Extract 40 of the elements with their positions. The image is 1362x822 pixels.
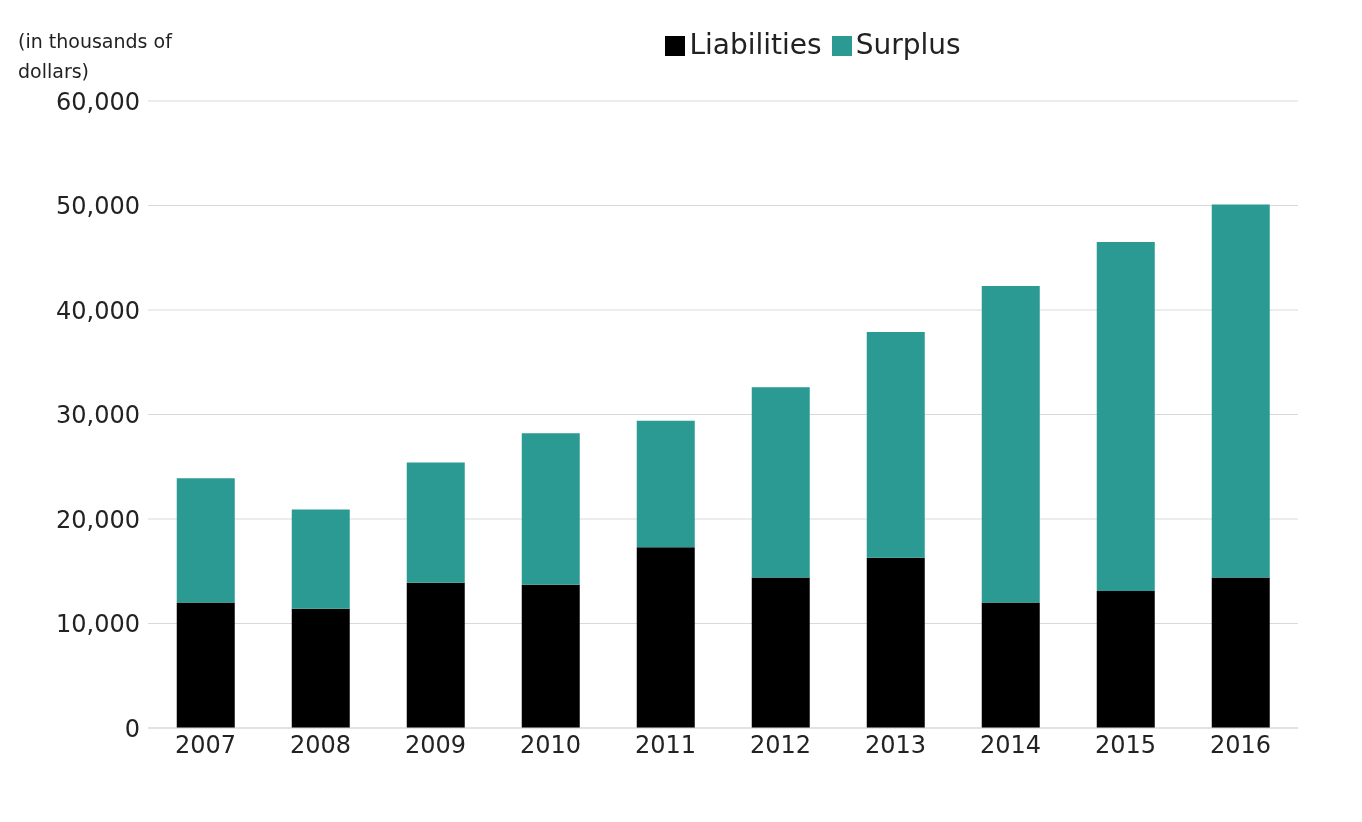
bar	[1211, 577, 1270, 728]
x-tick-label: 2012	[749, 731, 812, 760]
x-tick-label: 2011	[634, 731, 697, 760]
legend-label: Liabilities	[689, 28, 822, 61]
legend-label: Surplus	[855, 28, 961, 61]
bar	[176, 478, 235, 603]
bar	[406, 462, 465, 583]
bar	[1096, 591, 1155, 728]
y-tick-label: 20,000	[56, 505, 140, 534]
bar	[981, 285, 1040, 603]
bar	[751, 387, 810, 578]
x-tick-label: 2015	[1094, 731, 1157, 760]
bar	[406, 582, 465, 728]
y-tick-label: 0	[124, 714, 140, 743]
bar	[291, 509, 350, 609]
bar	[1211, 204, 1270, 578]
x-tick-label: 2007	[174, 731, 237, 760]
x-tick-label: 2009	[404, 731, 467, 760]
bar	[1096, 242, 1155, 592]
x-tick-label: 2016	[1209, 731, 1272, 760]
bar	[291, 608, 350, 728]
y-tick-label: 10,000	[56, 610, 140, 639]
bar	[981, 602, 1040, 728]
bar	[636, 547, 695, 728]
y-tick-label: 30,000	[56, 401, 140, 430]
x-tick-label: 2010	[519, 731, 582, 760]
x-tick-label: 2008	[289, 731, 352, 760]
bar	[866, 557, 925, 728]
y-axis-title: (in thousands of dollars)	[18, 29, 174, 84]
bar	[176, 602, 235, 728]
y-tick-label: 40,000	[56, 296, 140, 325]
x-tick-label: 2014	[979, 731, 1042, 760]
x-tick-label: 2013	[864, 731, 927, 760]
bar	[521, 584, 580, 728]
bar	[521, 433, 580, 585]
bar	[751, 577, 810, 728]
y-tick-label: 60,000	[56, 87, 140, 116]
bar	[866, 331, 925, 558]
bar	[636, 420, 695, 548]
y-tick-label: 50,000	[56, 192, 140, 221]
